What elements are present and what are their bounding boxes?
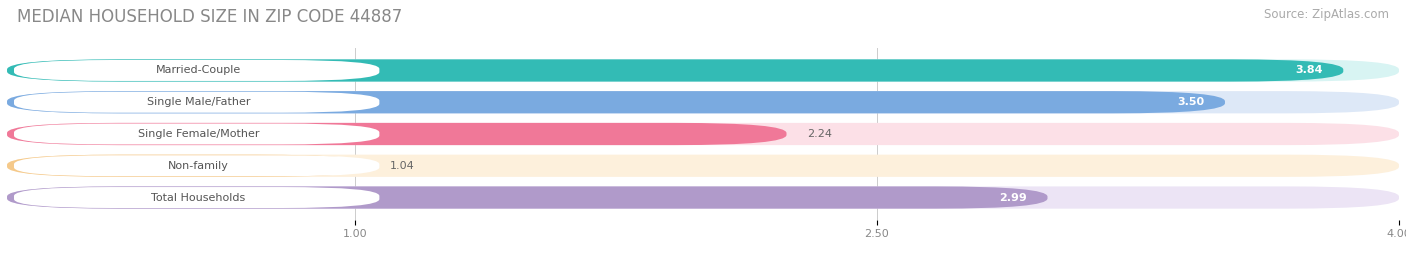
Text: 2.24: 2.24 (807, 129, 832, 139)
FancyBboxPatch shape (7, 59, 1399, 81)
Text: 3.50: 3.50 (1177, 97, 1204, 107)
Text: Total Households: Total Households (152, 192, 246, 203)
FancyBboxPatch shape (7, 155, 1399, 177)
FancyBboxPatch shape (14, 92, 380, 113)
FancyBboxPatch shape (14, 124, 380, 144)
Text: Non-family: Non-family (167, 161, 229, 171)
FancyBboxPatch shape (7, 91, 1225, 113)
FancyBboxPatch shape (7, 155, 368, 177)
FancyBboxPatch shape (7, 187, 1399, 209)
Text: 1.04: 1.04 (389, 161, 415, 171)
Text: Single Female/Mother: Single Female/Mother (138, 129, 259, 139)
FancyBboxPatch shape (7, 123, 1399, 145)
Text: Single Male/Father: Single Male/Father (146, 97, 250, 107)
Text: Married-Couple: Married-Couple (156, 65, 240, 76)
Text: Source: ZipAtlas.com: Source: ZipAtlas.com (1264, 8, 1389, 21)
FancyBboxPatch shape (7, 123, 786, 145)
FancyBboxPatch shape (14, 187, 380, 208)
FancyBboxPatch shape (14, 60, 380, 81)
Text: MEDIAN HOUSEHOLD SIZE IN ZIP CODE 44887: MEDIAN HOUSEHOLD SIZE IN ZIP CODE 44887 (17, 8, 402, 26)
FancyBboxPatch shape (7, 59, 1343, 81)
FancyBboxPatch shape (7, 187, 1047, 209)
FancyBboxPatch shape (14, 155, 380, 176)
Text: 2.99: 2.99 (998, 192, 1026, 203)
Text: 3.84: 3.84 (1295, 65, 1323, 76)
FancyBboxPatch shape (7, 91, 1399, 113)
